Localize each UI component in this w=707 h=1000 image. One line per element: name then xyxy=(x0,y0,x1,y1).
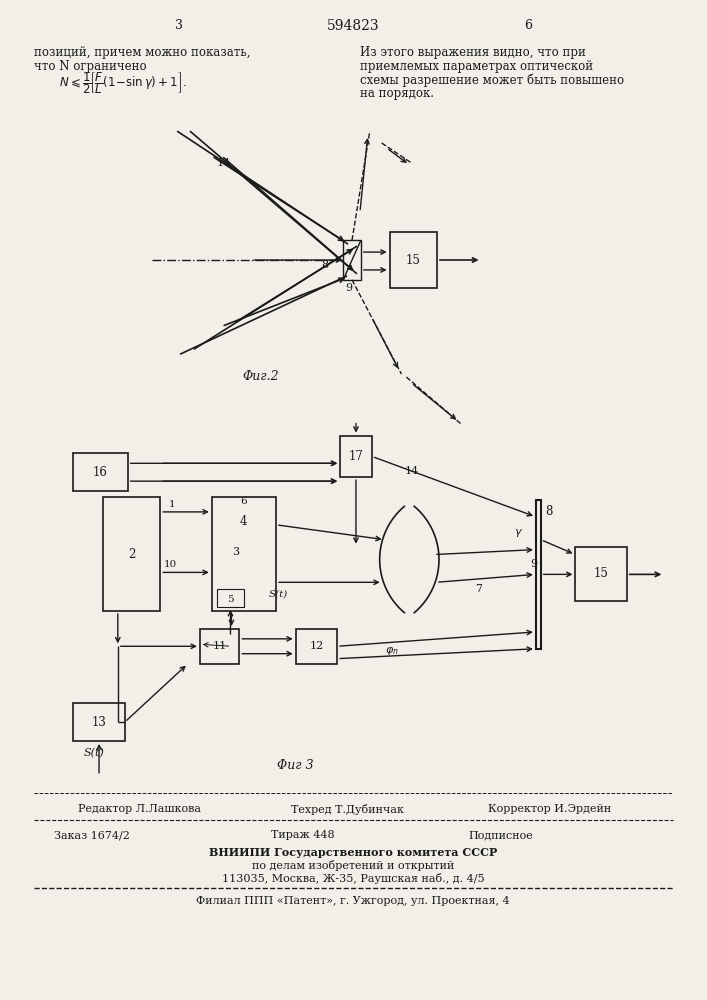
Text: приемлемых параметрах оптической: приемлемых параметрах оптической xyxy=(360,60,593,73)
Text: 6: 6 xyxy=(240,497,247,506)
Text: 16: 16 xyxy=(93,466,108,479)
Text: 7: 7 xyxy=(475,584,482,594)
Text: Φиг 3: Φиг 3 xyxy=(277,759,314,772)
Text: 8: 8 xyxy=(321,260,328,270)
Text: 2: 2 xyxy=(128,548,135,561)
Bar xyxy=(296,629,337,664)
Bar xyxy=(74,453,128,491)
Text: Φиг.2: Φиг.2 xyxy=(243,370,279,383)
Text: 6: 6 xyxy=(524,19,532,32)
Bar xyxy=(340,436,372,477)
Text: 14: 14 xyxy=(216,158,230,168)
Text: $N \leqslant \dfrac{1}{2}\!\left[\dfrac{F}{L}(1\!-\!\sin\gamma)+1\right].$: $N \leqslant \dfrac{1}{2}\!\left[\dfrac{… xyxy=(59,71,187,96)
Text: ВНИИПИ Государственного комитета СССР: ВНИИПИ Государственного комитета СССР xyxy=(209,847,497,858)
Text: схемы разрешение может быть повышено: схемы разрешение может быть повышено xyxy=(360,74,624,87)
Text: 5: 5 xyxy=(227,595,234,604)
Text: Заказ 1674/2: Заказ 1674/2 xyxy=(54,830,129,840)
Text: 10: 10 xyxy=(163,560,177,569)
Bar xyxy=(216,589,245,607)
Text: по делам изобретений и открытий: по делам изобретений и открытий xyxy=(252,860,454,871)
Bar xyxy=(536,500,541,649)
Text: $\varphi_n$: $\varphi_n$ xyxy=(385,645,399,657)
Text: Филиал ППП «Патент», г. Ужгород, ул. Проектная, 4: Филиал ППП «Патент», г. Ужгород, ул. Про… xyxy=(197,896,510,906)
Text: 11: 11 xyxy=(213,641,227,651)
Bar xyxy=(211,497,276,611)
Text: 13: 13 xyxy=(92,716,107,729)
Text: Редактор Л.Лашкова: Редактор Л.Лашкова xyxy=(78,804,201,814)
Text: 12: 12 xyxy=(310,641,324,651)
Bar xyxy=(103,497,160,611)
Text: 9: 9 xyxy=(346,283,353,293)
Text: S(t): S(t) xyxy=(269,590,288,599)
Text: 17: 17 xyxy=(349,450,363,463)
Text: 3: 3 xyxy=(175,19,183,32)
Bar xyxy=(343,240,361,280)
Text: 4: 4 xyxy=(240,515,247,528)
Text: Из этого выражения видно, что при: Из этого выражения видно, что при xyxy=(360,46,586,59)
Text: Тираж 448: Тираж 448 xyxy=(271,830,334,840)
Bar xyxy=(390,232,437,288)
Text: 3: 3 xyxy=(233,547,240,557)
Text: что N ограничено: что N ограничено xyxy=(34,60,146,73)
Text: Техред Т.Дубинчак: Техред Т.Дубинчак xyxy=(291,804,404,815)
Text: S(t): S(t) xyxy=(83,748,104,758)
Text: 8: 8 xyxy=(546,505,553,518)
Text: 1: 1 xyxy=(169,500,175,509)
Text: $\gamma$: $\gamma$ xyxy=(513,527,522,539)
Text: Подписное: Подписное xyxy=(469,830,533,840)
Text: позиций, причем можно показать,: позиций, причем можно показать, xyxy=(34,46,250,59)
Bar xyxy=(575,547,626,601)
Text: 15: 15 xyxy=(406,254,421,267)
Text: 594823: 594823 xyxy=(327,19,380,33)
Text: 113035, Москва, Ж-35, Раушская наб., д. 4/5: 113035, Москва, Ж-35, Раушская наб., д. … xyxy=(222,873,484,884)
Text: 14: 14 xyxy=(404,466,419,476)
Bar xyxy=(200,629,240,664)
Bar xyxy=(74,703,124,741)
Text: 15: 15 xyxy=(594,567,609,580)
Text: 9: 9 xyxy=(531,559,538,569)
Text: на порядок.: на порядок. xyxy=(360,87,434,100)
Text: Корректор И.Эрдейн: Корректор И.Эрдейн xyxy=(489,804,612,814)
